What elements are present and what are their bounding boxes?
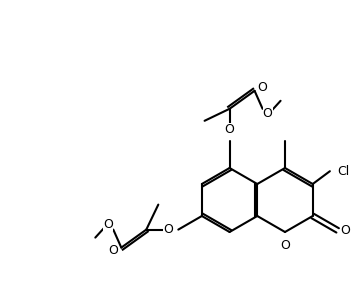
Text: O: O xyxy=(104,218,113,231)
Text: O: O xyxy=(341,224,350,237)
Text: O: O xyxy=(258,81,268,94)
Text: O: O xyxy=(225,123,235,136)
Text: O: O xyxy=(108,244,118,257)
Text: O: O xyxy=(163,223,173,236)
Text: Cl: Cl xyxy=(337,165,349,178)
Text: O: O xyxy=(280,239,290,252)
Text: O: O xyxy=(263,107,273,120)
